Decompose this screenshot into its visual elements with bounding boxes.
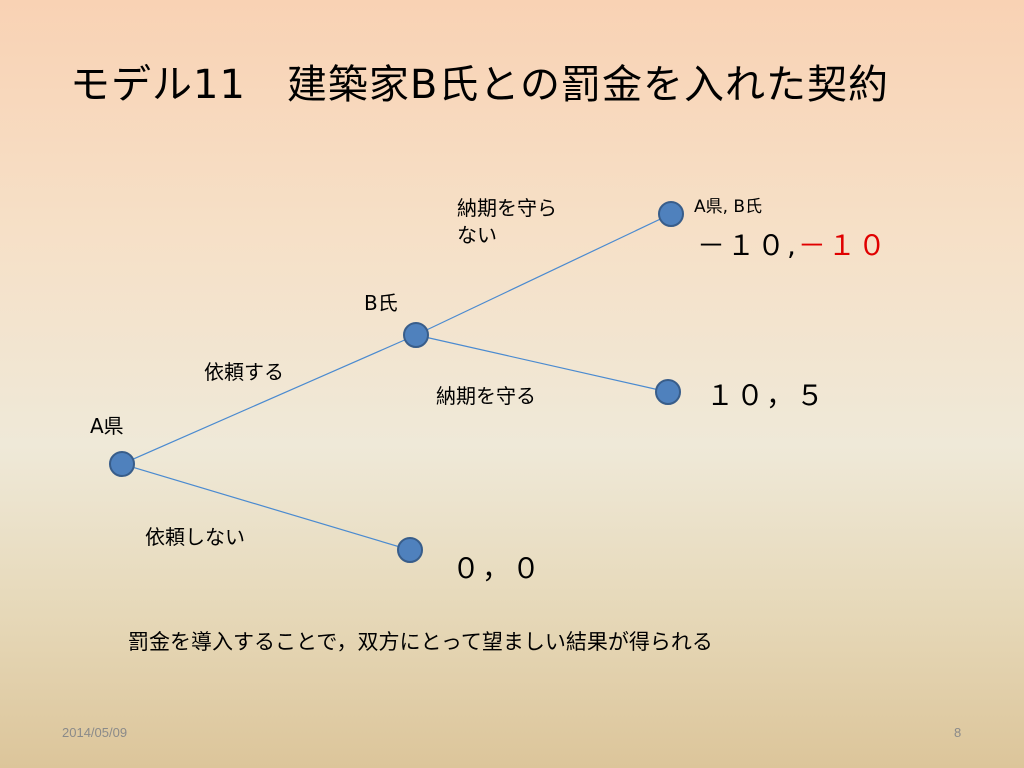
payoff-break-a: －１０, xyxy=(697,229,798,262)
node-terminal-break xyxy=(658,201,684,227)
edge-label-break-deadline-2: ない xyxy=(457,223,497,247)
payoff-break: －１０,－１０ xyxy=(697,224,888,264)
payoff-keep: １０，５ xyxy=(706,379,827,412)
edge-label-keep-deadline: 納期を守る xyxy=(436,384,536,408)
node-label-b: B氏 xyxy=(364,291,398,315)
node-a-prefecture xyxy=(109,451,135,477)
node-label-a-prefecture: A県 xyxy=(90,414,124,438)
payoff-header: A県, B氏 xyxy=(694,197,763,217)
payoff-break-b: －１０ xyxy=(797,229,888,262)
node-terminal-keep xyxy=(655,379,681,405)
edge-label-break-deadline-1: 納期を守ら xyxy=(457,196,557,220)
slide-title: モデル11 建築家B氏との罰金を入れた契約 xyxy=(70,62,889,108)
slide-page-number: 8 xyxy=(954,725,962,740)
edge-no-request xyxy=(121,463,411,551)
edge-break-deadline xyxy=(415,213,672,336)
payoff-no-request: ０，０ xyxy=(452,552,543,585)
edge-label-no-request: 依頼しない xyxy=(145,525,245,549)
node-terminal-no-request xyxy=(397,537,423,563)
edge-label-request: 依頼する xyxy=(204,360,284,384)
conclusion-note: 罰金を導入することで，双方にとって望ましい結果が得られる xyxy=(128,630,713,654)
node-b xyxy=(403,322,429,348)
slide-date: 2014/05/09 xyxy=(62,725,128,740)
edge-keep-deadline xyxy=(415,334,669,393)
edge-request xyxy=(121,334,417,465)
